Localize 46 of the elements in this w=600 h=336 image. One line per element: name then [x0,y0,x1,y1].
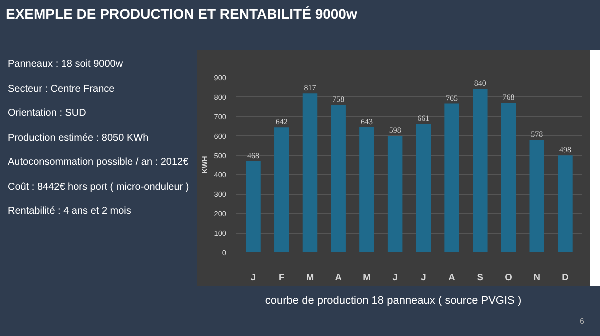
data-label: 642 [276,118,288,127]
x-tick-label: M [306,272,314,282]
text: Orientation : SUD [8,107,88,121]
x-tick-label: A [448,272,456,282]
x-tick-label: S [477,272,484,282]
bar [501,103,516,252]
bar [444,104,460,252]
bar [473,89,488,252]
chart-title: EXEMPLE DE PRODUCTION ET RENTABILITÉ 9000w [6,5,358,24]
x-tick-label: O [505,272,512,282]
data-label: 817 [304,84,316,93]
data-label: 468 [248,152,260,160]
bar [388,136,403,252]
data-label: 768 [502,93,515,102]
bar [246,162,261,252]
bar [530,140,544,252]
text: Production estimée : 8050 KWh [8,132,150,146]
data-label: 598 [389,126,402,136]
x-tick-label: J [392,272,398,282]
x-tick-label: M [363,272,372,282]
data-label: 840 [474,79,486,88]
data-label: 758 [332,95,345,104]
data-label: 643 [360,117,373,126]
x-tick-label: J [421,272,426,282]
data-label: 578 [531,130,544,140]
text: Coût : 8442€ hors port ( micro-onduleur ) [8,180,190,194]
bar [360,127,374,252]
bar [274,128,290,252]
x-tick-label: J [250,272,256,282]
text: 6 [580,316,584,328]
x-tick-label: A [335,272,342,282]
text: Rentabilité : 4 ans et 2 mois [8,205,132,219]
text: Autoconsommation possible / an : 2012€ [8,156,190,170]
x-tick-label: N [534,272,541,282]
text: Panneaux : 18 soit 9000w [8,58,124,72]
text: Secteur : Centre France [8,82,116,96]
bar [331,105,346,252]
data-label: 661 [418,114,430,123]
bar [302,94,318,252]
bar [416,124,432,252]
bar [558,156,573,252]
x-tick-label: F [279,272,286,282]
x-tick-label: D [562,272,570,282]
text: courbe de production 18 panneaux ( source PVGIS ) [264,294,523,309]
data-label: 498 [559,146,572,155]
data-label: 765 [446,94,458,103]
